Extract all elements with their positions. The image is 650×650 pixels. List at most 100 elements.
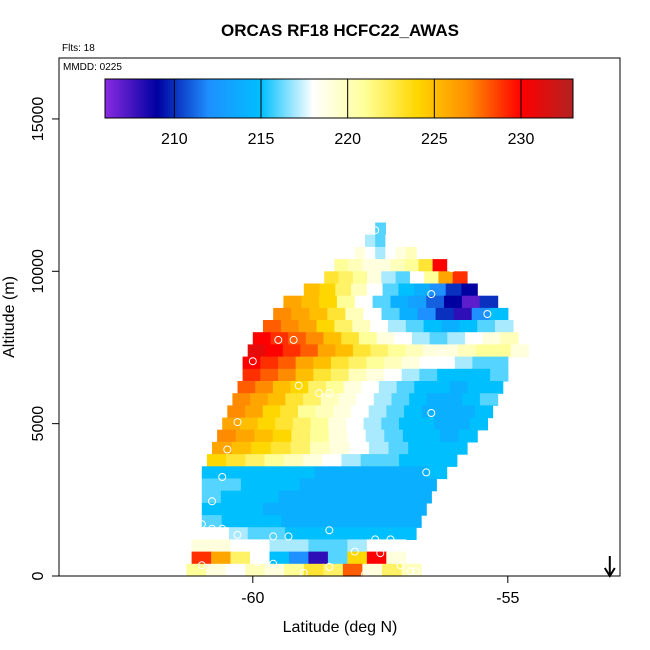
curtain-cell	[221, 478, 242, 492]
colorbar-tick-label: 225	[421, 131, 448, 148]
curtain-cell	[378, 527, 398, 540]
curtain-cell	[269, 551, 290, 565]
curtain-cell	[490, 356, 509, 370]
curtain-cell	[390, 466, 410, 480]
curtain-cell	[278, 368, 297, 382]
curtain-cell	[259, 490, 279, 504]
curtain-cell	[206, 454, 227, 467]
curtain-cell	[273, 307, 292, 321]
curtain-cell	[382, 563, 403, 577]
curtain-cell	[395, 246, 407, 260]
curtain-cell	[437, 454, 458, 467]
curtain-cell	[240, 490, 260, 504]
curtain-cell	[310, 417, 329, 431]
x-tick-label: -60	[241, 590, 264, 607]
curtain-cell	[375, 222, 386, 236]
curtain-cell	[386, 539, 407, 553]
sample-point	[427, 290, 436, 299]
colorbar-ticks: 210 215 220 225 230	[161, 79, 534, 148]
sample-point	[233, 530, 242, 539]
curtain-cell	[264, 454, 285, 467]
curtain-cell	[435, 307, 455, 321]
curtain-cell	[211, 539, 232, 553]
curtain-cell	[252, 332, 272, 345]
curtain-cell	[282, 344, 301, 358]
curtain-cell	[405, 320, 425, 333]
curtain-cell	[309, 307, 328, 321]
curtain-cell	[341, 527, 361, 540]
curtain-cell	[414, 381, 433, 394]
curtain-cell	[401, 563, 422, 577]
curtain-cell	[401, 515, 422, 528]
sample-point	[294, 381, 303, 390]
curtain-cell	[362, 259, 377, 272]
curtain-cell	[222, 417, 241, 431]
curtain-cell	[191, 551, 212, 565]
curtain-cell	[432, 259, 448, 272]
sample-point	[289, 335, 298, 344]
curtain-cell	[379, 454, 400, 467]
curtain-cell	[283, 502, 305, 516]
curtain-cell	[315, 405, 334, 419]
curtain-cell	[408, 441, 429, 455]
curtain-cell	[263, 502, 284, 516]
curtain-cell	[384, 429, 404, 443]
curtain-cell	[303, 393, 322, 406]
curtain-cell	[297, 490, 318, 504]
curtain-cell	[260, 368, 279, 382]
curtain-cell	[419, 356, 438, 370]
curtain-cell	[283, 295, 302, 309]
curtain-cell	[211, 551, 232, 565]
sample-point	[197, 520, 206, 529]
curtain-cell	[310, 441, 331, 455]
curtain-cells	[186, 222, 529, 577]
curtain-cell	[447, 332, 466, 345]
curtain-cell	[289, 551, 310, 565]
curtain-cell	[250, 539, 271, 553]
curtain-cell	[283, 454, 304, 467]
curtain-cell	[346, 417, 365, 431]
sample-point	[361, 570, 369, 579]
curtain-cell	[421, 429, 441, 443]
curtain-cell	[341, 515, 362, 528]
curtain-cell	[416, 417, 435, 431]
curtain-cell	[471, 307, 491, 321]
curtain-cell	[408, 466, 429, 480]
curtain-cell	[401, 356, 420, 370]
curtain-cell	[386, 551, 407, 565]
curtain-cell	[416, 478, 437, 492]
curtain-cell	[220, 490, 241, 504]
curtain-cell	[327, 307, 346, 321]
curtain-cell	[240, 478, 261, 492]
curtain-cell	[222, 502, 244, 516]
curtain-cell	[235, 429, 255, 443]
sample-point	[248, 357, 257, 366]
curtain-cell	[272, 429, 292, 443]
curtain-cell	[397, 478, 418, 492]
curtain-cell	[251, 441, 272, 455]
curtain-cell	[299, 478, 320, 492]
curtain-cell	[474, 405, 494, 419]
curtain-cell	[388, 441, 409, 455]
curtain-cell	[366, 551, 387, 565]
curtain-cell	[296, 466, 316, 480]
curtain-cell	[319, 283, 336, 297]
curtain-cell	[303, 527, 324, 540]
date-label: MMDD: 0225	[63, 62, 122, 73]
curtain-cell	[278, 356, 297, 370]
curtain-cell	[308, 539, 329, 553]
curtain-cell	[335, 283, 352, 297]
curtain-cell	[479, 393, 499, 406]
curtain-cell	[385, 234, 397, 248]
curtain-cell	[427, 466, 448, 480]
sample-point	[274, 335, 283, 344]
curtain-cell	[280, 405, 299, 419]
curtain-cell	[427, 441, 448, 455]
curtain-cell	[411, 332, 431, 345]
curtain-cell	[378, 381, 398, 394]
curtain-cell	[321, 515, 342, 528]
arrow-head	[603, 567, 616, 578]
curtain-cell	[387, 344, 406, 358]
curtain-cell	[449, 381, 468, 394]
curtain-cell	[405, 344, 424, 358]
